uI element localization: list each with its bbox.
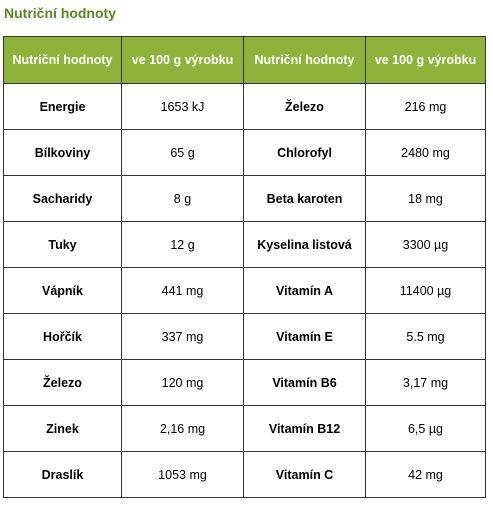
nutrient-name: Tuky [3,221,122,268]
nutrient-value: 216 mg [365,83,486,130]
nutrient-name: Vitamín C [243,451,366,498]
nutrient-value: 11400 µg [365,267,486,314]
nutrient-value: 18 mg [365,175,486,222]
table-row: Sacharidy 8 g Beta karoten 18 mg [3,175,486,222]
table-row: Vápník 441 mg Vitamín A 11400 µg [3,267,486,314]
nutrient-value: 42 mg [365,451,486,498]
nutrient-name: Zinek [3,405,122,452]
nutrient-value: 2,16 mg [121,405,244,452]
nutrient-value: 1053 mg [121,451,244,498]
nutrient-value: 65 g [121,129,244,176]
header-nutrient-left: Nutriční hodnoty [3,36,122,84]
table-row: Hořčík 337 mg Vitamín E 5.5 mg [3,313,486,360]
nutrient-value: 1653 kJ [121,83,244,130]
nutrient-name: Energie [3,83,122,130]
nutrient-name: Vitamín B12 [243,405,366,452]
nutrient-value: 337 mg [121,313,244,360]
nutrient-value: 12 g [121,221,244,268]
table-row: Energie 1653 kJ Železo 216 mg [3,83,486,130]
page-title: Nutriční hodnoty [4,5,116,21]
header-nutrient-right: Nutriční hodnoty [243,36,366,84]
nutrient-name: Vitamín B6 [243,359,366,406]
nutrient-value: 2480 mg [365,129,486,176]
nutrition-table: Nutriční hodnoty ve 100 g výrobku Nutrič… [3,36,486,498]
nutrient-value: 5.5 mg [365,313,486,360]
nutrient-value: 6,5 µg [365,405,486,452]
table-row: Tuky 12 g Kyselina listová 3300 µg [3,221,486,268]
nutrient-name: Bílkoviny [3,129,122,176]
nutrient-value: 3300 µg [365,221,486,268]
header-value-right: ve 100 g výrobku [365,36,486,84]
table-row: Zinek 2,16 mg Vitamín B12 6,5 µg [3,405,486,452]
nutrient-value: 3,17 mg [365,359,486,406]
nutrient-value: 8 g [121,175,244,222]
nutrient-name: Vitamín E [243,313,366,360]
nutrient-name: Draslík [3,451,122,498]
nutrient-name: Hořčík [3,313,122,360]
nutrient-value: 120 mg [121,359,244,406]
nutrient-name: Vitamín A [243,267,366,314]
nutrient-name: Beta karoten [243,175,366,222]
nutrient-name: Chlorofyl [243,129,366,176]
table-row: Bílkoviny 65 g Chlorofyl 2480 mg [3,129,486,176]
nutrient-value: 441 mg [121,267,244,314]
nutrient-name: Kyselina listová [243,221,366,268]
table-row: Draslík 1053 mg Vitamín C 42 mg [3,451,486,498]
table-header-row: Nutriční hodnoty ve 100 g výrobku Nutrič… [3,36,486,84]
header-value-left: ve 100 g výrobku [121,36,244,84]
nutrient-name: Železo [3,359,122,406]
nutrient-name: Železo [243,83,366,130]
nutrient-name: Vápník [3,267,122,314]
nutrient-name: Sacharidy [3,175,122,222]
table-row: Železo 120 mg Vitamín B6 3,17 mg [3,359,486,406]
